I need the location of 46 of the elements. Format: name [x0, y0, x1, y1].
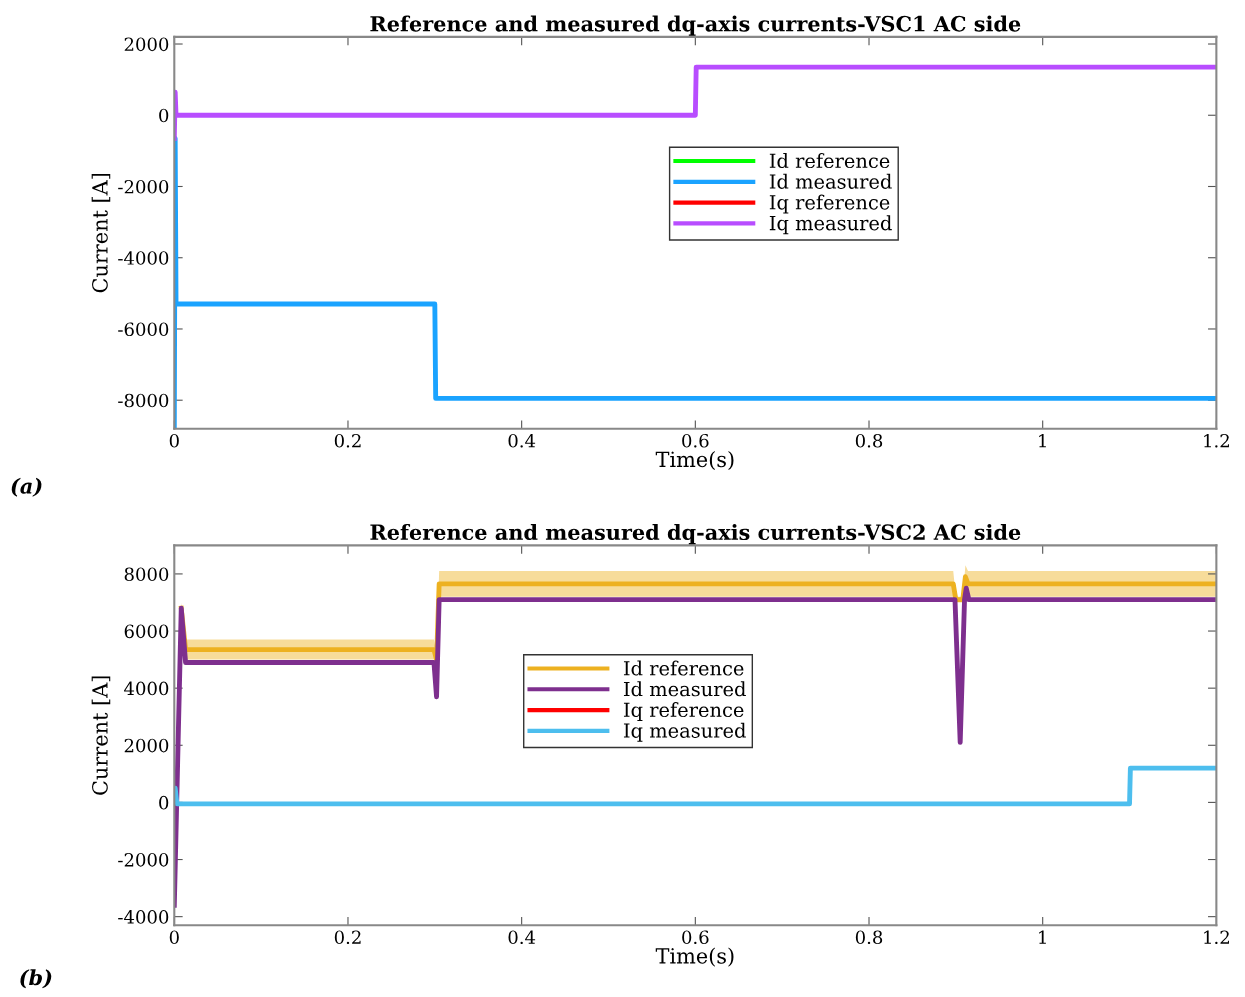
y-tick-label: 0 [159, 795, 169, 810]
line-series [174, 765, 1217, 807]
legend-label: Id reference [623, 660, 744, 676]
x-tick-label: 0.6 [682, 433, 709, 448]
legend-label: Id measured [769, 173, 892, 189]
y-tick-label: 2000 [124, 37, 169, 52]
x-tick-label: 0 [169, 930, 179, 945]
text: (b) [20, 969, 52, 989]
x-tick-label: 1.2 [1204, 433, 1229, 448]
x-axis-title: Time(s) [655, 947, 734, 967]
y-axis-title: Current [A] [91, 676, 111, 795]
x-tick-label: 0.8 [855, 433, 883, 448]
y-tick-label: 6000 [124, 624, 169, 639]
x-tick-label: 1.2 [1204, 930, 1229, 945]
legend-label: Iq reference [769, 194, 890, 214]
y-tick-label: 4000 [124, 681, 169, 696]
chart-title: Reference and measured dq-axis currents-VSC2 AC side [370, 523, 1021, 545]
y-tick-label: -6000 [118, 322, 169, 337]
line-series [174, 64, 1217, 141]
legend-label: Iq measured [623, 722, 746, 742]
x-tick-label: 0 [169, 433, 179, 448]
x-tick-label: 1 [1039, 930, 1046, 944]
legend-label: Iq reference [623, 702, 744, 721]
x-tick-label: 0.2 [334, 930, 361, 945]
x-tick-label: 0.4 [508, 433, 536, 448]
y-tick-label: -8000 [118, 393, 169, 408]
line-series [174, 585, 1217, 908]
x-axis-title: Time(s) [655, 451, 734, 471]
x-tick-label: 0.2 [334, 433, 361, 448]
y-tick-label: -4000 [118, 251, 169, 265]
y-tick-label: 8000 [124, 567, 169, 582]
x-tick-label: 0.4 [508, 930, 536, 945]
x-tick-label: 0.6 [682, 930, 709, 945]
legend-label: Id reference [769, 153, 890, 169]
y-tick-label: -2000 [118, 179, 169, 194]
y-tick-label: -4000 [118, 910, 169, 924]
y-tick-label: 2000 [124, 738, 169, 753]
y-tick-label: -2000 [118, 852, 169, 867]
legend-label: Iq measured [769, 215, 892, 235]
text: (a) [11, 477, 42, 497]
y-axis-title: Current [A] [91, 173, 111, 293]
x-tick-label: 0.8 [855, 930, 883, 945]
legend-label: Id measured [623, 681, 746, 697]
y-tick-label: 0 [159, 108, 169, 123]
chart-title: Reference and measured dq-axis currents-VSC1 AC side [370, 15, 1021, 36]
x-tick-label: 1 [1039, 433, 1046, 448]
